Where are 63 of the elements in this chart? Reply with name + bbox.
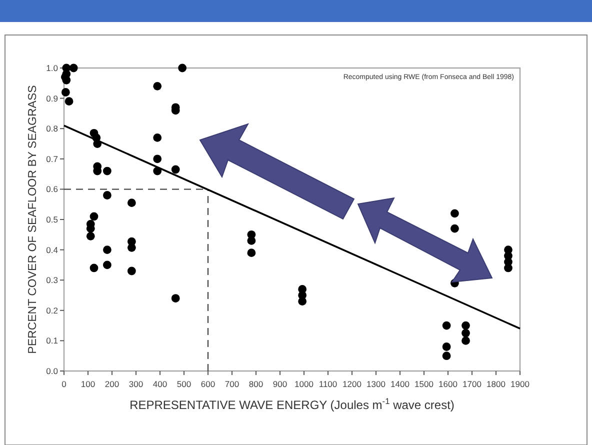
point [153,82,162,90]
point [153,154,162,164]
point [90,264,98,272]
x-tick-label: 300 [128,379,144,389]
point [462,336,470,345]
point [86,232,95,240]
y-axis-title: PERCENT COVER OF SEAFLOOR BY SEAGRASS [27,84,39,354]
x-tick-label: 600 [200,379,216,389]
x-axis-title: REPRESENTATIVE WAVE ENERGY (Joules m$^{-1}$ wave crest) [130,396,454,412]
point [504,264,512,272]
point [64,97,74,106]
point [103,166,112,176]
x-tick-label: 1700 [462,379,482,389]
point [153,133,162,142]
point [171,294,180,302]
x-tick-label: 900 [272,379,288,389]
point [462,328,470,338]
y-tick-label: 0.8 [46,124,58,134]
point [127,266,136,276]
x-tick-label: 700 [224,379,240,389]
point [442,321,451,330]
x-tick-label: 400 [152,379,168,389]
y-tick-label: 0.2 [46,305,58,316]
point [69,64,78,72]
x-tick-label: 1800 [486,379,506,389]
x-tick-label: 0 [62,379,67,389]
y-tick-label: 0.5 [46,214,58,224]
y-tick-label: 0.6 [46,184,58,194]
x-tick-label: 1000 [294,379,314,389]
y-tick-label: 0.3 [46,275,58,286]
point [442,342,451,351]
y-tick-label: 0.4 [46,244,58,255]
point [61,88,70,96]
x-tick-label: 1900 [510,379,530,389]
point [127,198,136,208]
y-tick-label: 0.0 [46,366,58,376]
x-tick-label: 1200 [342,379,362,389]
x-tick-label: 500 [176,379,192,389]
x-tick-label: 1300 [366,379,386,389]
point [247,236,256,245]
x-tick-label: 1100 [318,379,338,389]
point [247,248,256,258]
point [442,352,451,360]
point [171,165,180,174]
x-tick-label: 1500 [414,379,434,389]
x-tick-label: 200 [104,379,120,389]
x-tick-label: 1400 [390,379,410,389]
point [103,246,112,254]
point [103,260,112,270]
x-tick-label: 100 [80,379,96,389]
y-tick-label: 1.0 [46,63,58,73]
point [103,191,112,200]
point [178,64,187,72]
point [450,209,459,218]
point [450,224,459,233]
point [298,297,307,306]
y-tick-label: 0.1 [46,336,58,346]
y-tick-label: 0.9 [46,93,58,104]
x-tick-label: 800 [248,379,264,389]
point [462,321,470,330]
point [90,212,98,221]
x-tick-label: 1600 [438,379,458,389]
y-tick-label: 0.7 [46,154,58,164]
